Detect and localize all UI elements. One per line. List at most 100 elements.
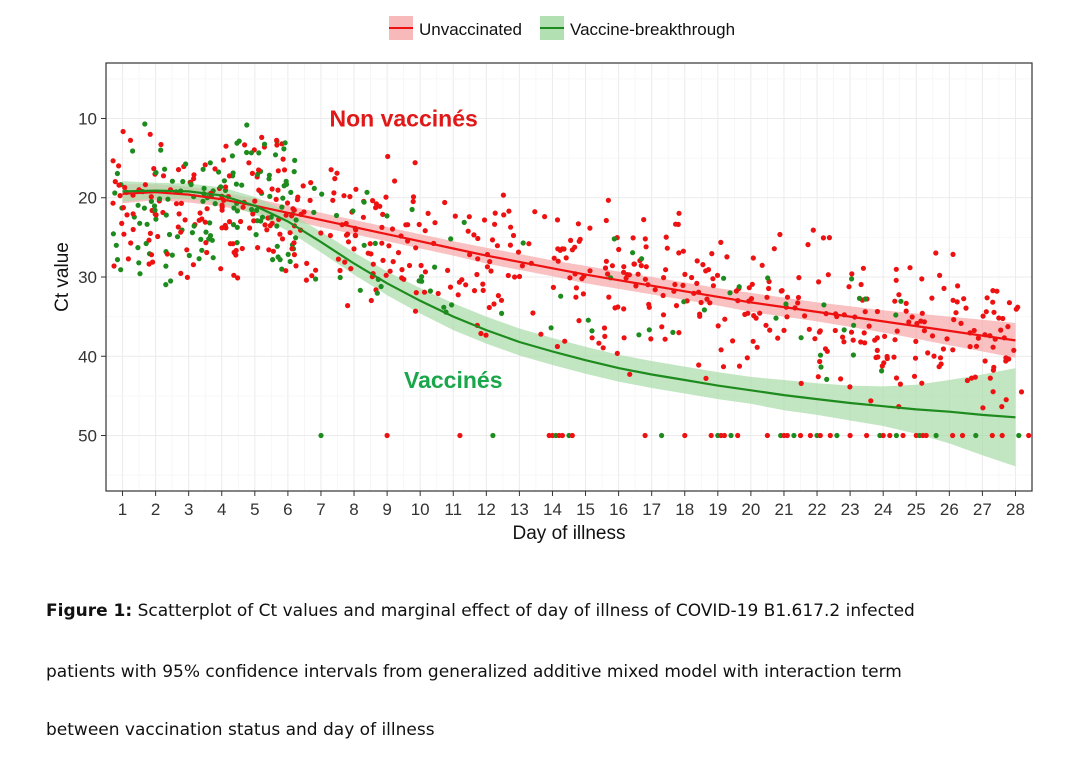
data-point-unvaccinated <box>847 384 853 390</box>
data-point-unvaccinated <box>919 276 925 282</box>
legend-label-unvaccinated: Unvaccinated <box>419 20 522 39</box>
x-tick-label: 21 <box>775 500 794 519</box>
data-point-unvaccinated <box>274 243 280 249</box>
data-point-unvaccinated <box>602 265 609 271</box>
data-point-unvaccinated <box>621 335 627 341</box>
data-point-unvaccinated <box>183 161 189 167</box>
data-point-unvaccinated <box>751 313 757 319</box>
data-point-vaccine-breakthrough <box>893 312 899 318</box>
data-point-unvaccinated <box>563 255 569 261</box>
data-point-unvaccinated <box>868 398 874 404</box>
data-point-unvaccinated <box>379 240 385 246</box>
data-point-vaccine-breakthrough <box>236 138 242 144</box>
data-point-unvaccinated <box>797 432 804 439</box>
data-point-unvaccinated <box>130 148 136 154</box>
data-point-unvaccinated <box>288 189 294 195</box>
data-point-unvaccinated <box>367 241 373 247</box>
data-point-vaccine-breakthrough <box>259 134 265 140</box>
data-point-unvaccinated <box>680 282 686 288</box>
data-point-unvaccinated <box>757 310 763 316</box>
data-point-vaccine-breakthrough <box>791 432 797 439</box>
data-point-unvaccinated <box>766 285 772 292</box>
data-point-unvaccinated <box>370 198 376 204</box>
data-point-unvaccinated <box>750 338 756 344</box>
data-point-unvaccinated <box>810 227 816 233</box>
data-point-vaccine-breakthrough <box>254 207 260 213</box>
data-point-unvaccinated <box>377 203 383 209</box>
data-point-unvaccinated <box>771 246 777 252</box>
data-point-unvaccinated <box>212 166 218 172</box>
data-point-vaccine-breakthrough <box>728 432 734 439</box>
data-point-vaccine-breakthrough <box>281 183 287 189</box>
y-axis: 10 20 30 40 50 <box>78 109 106 446</box>
data-point-unvaccinated <box>484 264 490 270</box>
data-point-unvaccinated <box>722 316 728 322</box>
data-point-unvaccinated <box>337 267 343 274</box>
data-point-vaccine-breakthrough <box>280 195 286 201</box>
data-point-unvaccinated <box>573 294 579 300</box>
data-point-vaccine-breakthrough <box>893 432 900 439</box>
data-point-unvaccinated <box>204 249 210 256</box>
data-point-unvaccinated <box>212 201 218 207</box>
data-point-vaccine-breakthrough <box>152 211 158 217</box>
data-point-unvaccinated <box>114 257 121 263</box>
data-point-unvaccinated <box>802 313 808 319</box>
data-point-vaccine-breakthrough <box>256 187 262 193</box>
data-point-unvaccinated <box>698 299 704 306</box>
data-point-unvaccinated <box>1003 355 1009 361</box>
data-point-unvaccinated <box>163 282 169 288</box>
data-point-unvaccinated <box>478 330 484 337</box>
data-point-unvaccinated <box>903 300 909 306</box>
data-point-unvaccinated <box>456 279 462 285</box>
fit-line-unvaccinated <box>122 191 1016 342</box>
data-point-unvaccinated <box>980 313 986 319</box>
data-point-unvaccinated <box>416 221 422 228</box>
data-point-vaccine-breakthrough <box>824 376 830 382</box>
data-point-vaccine-breakthrough <box>266 247 272 253</box>
data-point-unvaccinated <box>896 292 902 298</box>
data-point-unvaccinated <box>165 196 171 202</box>
data-point-unvaccinated <box>931 353 937 359</box>
data-point-vaccine-breakthrough <box>273 196 279 202</box>
data-point-vaccine-breakthrough <box>137 271 143 277</box>
data-point-unvaccinated <box>923 432 929 439</box>
data-point-unvaccinated <box>401 276 407 282</box>
data-point-unvaccinated <box>279 236 286 242</box>
data-point-unvaccinated <box>648 336 654 342</box>
data-point-vaccine-breakthrough <box>144 221 150 227</box>
data-point-unvaccinated <box>936 364 942 370</box>
data-point-unvaccinated <box>862 309 868 315</box>
data-point-unvaccinated <box>627 371 633 377</box>
data-point-unvaccinated <box>996 315 1002 321</box>
data-point-vaccine-breakthrough <box>311 209 317 215</box>
data-point-unvaccinated <box>199 247 205 253</box>
data-point-unvaccinated <box>638 263 644 269</box>
data-point-vaccine-breakthrough <box>659 432 665 439</box>
data-point-unvaccinated <box>368 297 374 304</box>
data-point-unvaccinated <box>817 328 823 334</box>
data-point-unvaccinated <box>463 282 469 288</box>
x-tick-label: 7 <box>316 500 325 519</box>
data-point-unvaccinated <box>600 345 606 351</box>
data-point-vaccine-breakthrough <box>251 218 257 224</box>
data-point-vaccine-breakthrough <box>226 219 233 225</box>
data-point-unvaccinated <box>216 169 222 175</box>
data-point-unvaccinated <box>173 201 180 207</box>
data-point-vaccine-breakthrough <box>319 191 325 197</box>
data-point-unvaccinated <box>550 284 557 290</box>
data-point-unvaccinated <box>561 246 567 252</box>
data-point-unvaccinated <box>994 288 1000 294</box>
data-point-unvaccinated <box>162 166 168 172</box>
data-point-unvaccinated <box>860 265 867 271</box>
data-point-unvaccinated <box>676 250 682 256</box>
data-point-unvaccinated <box>488 268 494 274</box>
data-point-unvaccinated <box>987 375 993 381</box>
data-point-unvaccinated <box>569 247 576 253</box>
data-point-unvaccinated <box>353 186 359 192</box>
data-point-vaccine-breakthrough <box>293 217 299 223</box>
data-point-unvaccinated <box>700 262 706 268</box>
data-point-vaccine-breakthrough <box>646 327 652 333</box>
data-point-vaccine-breakthrough <box>244 149 250 156</box>
data-point-unvaccinated <box>455 292 461 298</box>
